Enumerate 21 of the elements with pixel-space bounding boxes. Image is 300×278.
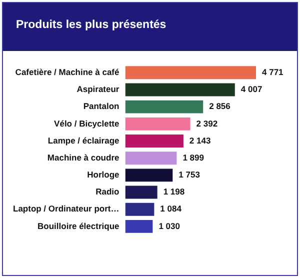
data-label: 4 007: [240, 84, 262, 94]
data-label: 2 143: [189, 135, 211, 146]
y-tick-label: Horloge: [87, 170, 120, 180]
data-label: 1 084: [160, 204, 182, 214]
data-label: 1 753: [178, 170, 200, 180]
data-label: 1 030: [158, 220, 180, 231]
y-tick-label: Machine à coudre: [47, 152, 120, 162]
y-tick-label: Vélo / Bicyclette: [54, 118, 120, 128]
data-label: 1 899: [182, 152, 204, 162]
y-tick-label: Radio: [96, 186, 120, 197]
data-label: 1 198: [163, 186, 185, 197]
data-label: 2 392: [196, 118, 218, 128]
y-tick-label: Bouilloire électrique: [38, 220, 120, 231]
y-tick-label: Pantalon: [83, 101, 120, 112]
y-tick-label: Aspirateur: [76, 84, 120, 94]
data-label: 4 771: [262, 66, 284, 77]
data-label: 2 856: [209, 101, 231, 112]
y-tick-label: Laptop / Ordinateur port…: [12, 204, 120, 214]
y-tick-label: Cafetière / Machine à café: [15, 66, 120, 77]
y-tick-label: Lampe / éclairage: [48, 135, 120, 146]
chart-title: Produits les plus présentés: [16, 19, 166, 31]
